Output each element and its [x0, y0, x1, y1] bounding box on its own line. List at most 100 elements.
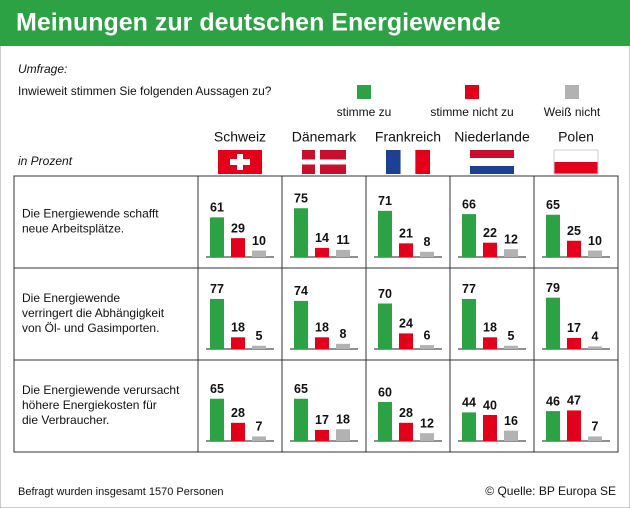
bar: [420, 345, 434, 349]
bar: [231, 337, 245, 349]
bar: [483, 415, 497, 441]
bar: [210, 298, 224, 349]
bar: [294, 208, 308, 257]
value-label: 7: [592, 420, 599, 434]
flag: [470, 150, 514, 158]
statement-line: die Verbraucher.: [22, 413, 109, 427]
value-label: 65: [294, 382, 308, 396]
bar: [483, 242, 497, 257]
bar: [546, 411, 560, 441]
bar: [504, 430, 518, 441]
statement-line: neue Arbeitsplätze.: [22, 222, 124, 236]
bar: [378, 402, 392, 441]
survey-label: Umfrage:: [18, 62, 67, 76]
bar: [504, 345, 518, 349]
source: © Quelle: BP Europa SE: [485, 484, 616, 498]
bar: [210, 398, 224, 441]
value-label: 74: [294, 284, 308, 298]
legend-swatch: [465, 85, 479, 99]
legend-label: Weiß nicht: [544, 105, 601, 119]
bar: [504, 249, 518, 257]
value-label: 77: [462, 282, 476, 296]
flag: [554, 150, 598, 162]
flag: [553, 149, 599, 175]
chart-title: Meinungen zur deutschen Energiewende: [16, 9, 501, 37]
bar: [252, 436, 266, 441]
bar: [483, 337, 497, 349]
value-label: 21: [399, 227, 413, 241]
value-label: 65: [546, 198, 560, 212]
bar: [315, 429, 329, 441]
bar: [399, 422, 413, 441]
value-label: 17: [567, 321, 581, 335]
value-label: 25: [567, 224, 581, 238]
unit-label: in Prozent: [18, 154, 73, 168]
value-label: 61: [210, 201, 224, 215]
value-label: 60: [378, 385, 392, 399]
value-label: 11: [336, 233, 349, 247]
value-label: 29: [231, 221, 245, 235]
bar: [252, 345, 266, 349]
bar: [252, 250, 266, 257]
value-label: 8: [424, 235, 431, 249]
value-label: 10: [588, 234, 602, 248]
country-label: Niederlande: [454, 129, 530, 145]
statement-line: Die Energiewende schafft: [22, 207, 159, 221]
bar: [567, 410, 581, 441]
bar: [210, 217, 224, 257]
value-label: 79: [546, 281, 560, 295]
bar: [546, 214, 560, 257]
value-label: 5: [256, 329, 263, 343]
value-label: 6: [424, 328, 431, 342]
legend-swatch: [357, 85, 371, 99]
value-label: 12: [420, 416, 434, 430]
bar: [399, 333, 413, 349]
value-label: 14: [315, 231, 329, 245]
value-label: 70: [378, 287, 392, 301]
legend-label: stimme zu: [337, 105, 392, 119]
bar: [588, 250, 602, 257]
bar: [546, 297, 560, 349]
statement-line: von Öl- und Gasimporten.: [22, 321, 159, 335]
value-label: 7: [256, 420, 263, 434]
value-label: 18: [315, 321, 329, 335]
value-label: 8: [340, 327, 347, 341]
statement-line: höhere Energiekosten für: [22, 398, 157, 412]
bar: [420, 251, 434, 257]
bar: [462, 298, 476, 349]
bar: [336, 249, 350, 257]
bar: [294, 300, 308, 349]
value-label: 40: [483, 398, 497, 412]
bar: [588, 436, 602, 441]
flag: [386, 150, 401, 174]
statement-line: Die Energiewende: [22, 291, 120, 305]
flag: [554, 162, 598, 174]
country-label: Frankreich: [375, 129, 441, 145]
title-bar: [0, 0, 630, 46]
bar: [294, 398, 308, 441]
value-label: 4: [592, 330, 599, 344]
value-label: 66: [462, 197, 476, 211]
bar: [399, 243, 413, 257]
bar: [567, 240, 581, 257]
value-label: 24: [399, 317, 413, 331]
value-label: 5: [508, 329, 515, 343]
value-label: 65: [210, 382, 224, 396]
question: Inwieweit stimmen Sie folgenden Aussagen…: [18, 84, 272, 98]
bar: [315, 337, 329, 349]
value-label: 46: [546, 394, 560, 408]
value-label: 12: [504, 232, 518, 246]
value-label: 28: [399, 406, 413, 420]
value-label: 44: [462, 396, 476, 410]
country-label: Dänemark: [292, 129, 358, 145]
flag: [470, 166, 514, 174]
value-label: 17: [315, 413, 329, 427]
value-label: 16: [504, 414, 518, 428]
bar: [378, 210, 392, 257]
flag: [302, 159, 346, 165]
bar: [336, 343, 350, 349]
value-label: 71: [378, 194, 392, 208]
flag: [415, 150, 430, 174]
value-label: 47: [567, 394, 581, 408]
